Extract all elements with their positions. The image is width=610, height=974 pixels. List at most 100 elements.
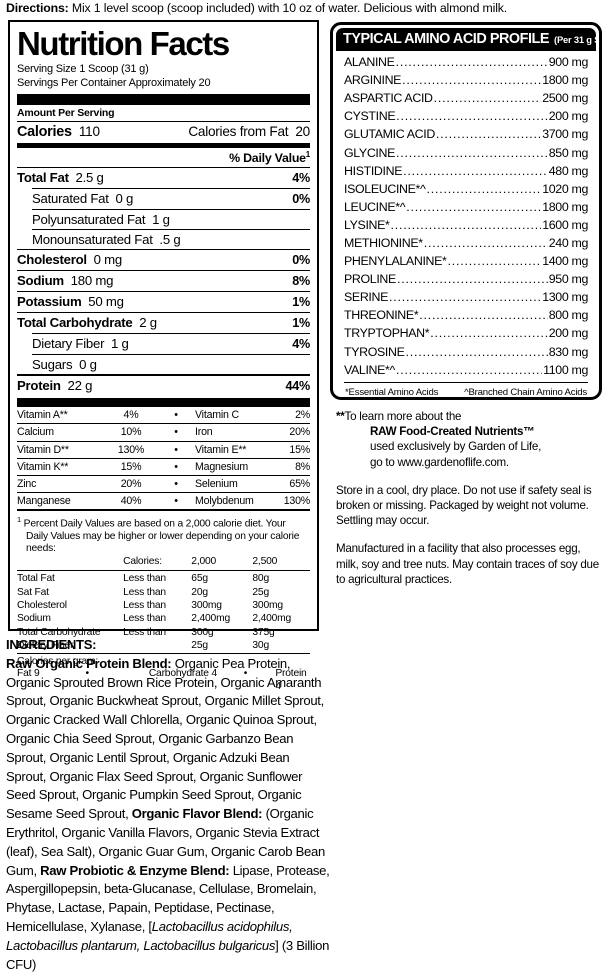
amount-per-serving-label: Amount Per Serving xyxy=(17,107,115,119)
amino-acid-amount: 480 mg xyxy=(548,163,588,178)
amino-acid-name: HISTIDINE xyxy=(344,163,403,178)
amino-acid-amount: 1100 mg xyxy=(543,362,588,377)
nutrient-label: Potassium 50 mg xyxy=(17,294,124,310)
footnote-nutrient: Dietary Fiber xyxy=(17,640,74,652)
vitamin-name-left: Manganese xyxy=(17,495,71,508)
leader-dots: ........................................… xyxy=(389,290,541,305)
divider-hair xyxy=(17,121,310,122)
daily-value-superscript: 1 xyxy=(305,150,310,159)
vitamin-separator-icon: • xyxy=(174,426,178,439)
nutrient-label: Dietary Fiber 1 g xyxy=(32,336,129,352)
leader-dots: ........................................… xyxy=(405,344,548,359)
footnote-value-2000: 2,400mg xyxy=(191,613,230,625)
cpg-fat: Fat 9 xyxy=(17,668,40,680)
amino-acid-amount: 200 mg xyxy=(548,109,588,124)
footnote-qualifier: Less than xyxy=(123,573,166,585)
nutrition-facts-panel: Nutrition Facts Serving Size 1 Scoop (31… xyxy=(8,20,319,692)
amino-acid-amount: 900 mg xyxy=(548,55,588,70)
amino-acid-amount: 1300 mg xyxy=(542,290,588,305)
vitamin-name-right: Molybdenum xyxy=(195,495,254,508)
amino-acid-row: ARGININE................................… xyxy=(344,71,588,89)
vitamin-name-left: Vitamin A** xyxy=(17,409,68,422)
cpg-protein: Protein 4 xyxy=(275,668,307,692)
amino-acid-name: LYSINE* xyxy=(344,217,390,232)
calories-from-fat-value: 20 xyxy=(295,124,310,139)
footnote-nutrient: Sodium xyxy=(17,613,51,625)
vitamin-dv-left: 40% xyxy=(120,495,142,508)
calories-per-gram-values: Fat 9 • Carbohydrate 4 • Protein 4 xyxy=(17,668,310,693)
ingredients-header: INGREDIENTS: xyxy=(6,637,97,652)
raw-nutrients-line3: used exclusively by Garden of Life, xyxy=(370,440,542,454)
nutrient-row: Monounsaturated Fat .5 g xyxy=(17,230,310,249)
divider-footnote-head xyxy=(17,570,310,573)
vitamin-name-left: Vitamin K** xyxy=(17,460,69,473)
probiotic-blend-text: Lipase, Protease, Aspergillopepsin, beta… xyxy=(6,862,330,934)
leader-dots: ........................................… xyxy=(426,181,542,196)
flavor-blend-text: (Organic Erythritol, Organic Vanilla Fla… xyxy=(6,806,325,878)
probiotic-species: Lactobacillus acidophilus, Lactobacillus… xyxy=(6,918,293,953)
nutrient-label: Total Fat 2.5 g xyxy=(17,170,104,186)
raw-nutrients-marker: ** xyxy=(336,410,345,423)
page-title: Nutrition Facts xyxy=(17,25,230,62)
amino-acid-row: ALANINE.................................… xyxy=(344,53,588,71)
vitamin-separator-icon: • xyxy=(174,477,178,490)
footnote-header-row: Calories: 2,000 2,500 xyxy=(17,555,310,570)
nutrient-row: Potassium 50 mg 1% xyxy=(17,292,310,312)
amino-acid-row: GLUTAMIC ACID...........................… xyxy=(344,125,588,143)
amino-acid-name: METHIONINE* xyxy=(344,235,423,250)
footnote-table: Calories: 2,000 2,500 Total Fat Less than 65g… xyxy=(17,555,310,653)
divider-row xyxy=(17,374,310,377)
nutrient-label: Polyunsaturated Fat 1 g xyxy=(32,212,170,228)
footnote-value-2500: 30g xyxy=(252,640,269,652)
footnote-head-calories: Calories: xyxy=(123,555,162,567)
footnote-row: Sat Fat Less than 20g 25g xyxy=(17,586,310,599)
cpg-sep-2: • xyxy=(243,668,248,680)
calories-from-fat: Calories from Fat 20 xyxy=(188,124,310,139)
nutrient-daily-value: 0% xyxy=(292,192,310,207)
raw-nutrients-line1: To learn more about the xyxy=(344,410,462,423)
amino-acid-row: CYSTINE.................................… xyxy=(344,107,588,125)
footnote-text: 1 Percent Daily Values are based on a 2,… xyxy=(17,515,300,555)
amino-acid-row: PROLINE.................................… xyxy=(344,270,588,288)
directions-label: Directions: xyxy=(6,1,69,15)
vitamin-row: Vitamin D** 130% • Vitamin E** 15% xyxy=(17,442,310,459)
nutrient-label: Saturated Fat 0 g xyxy=(32,191,134,207)
amino-acid-row: METHIONINE*.............................… xyxy=(344,234,588,252)
vitamin-dv-left: 20% xyxy=(120,477,142,490)
leader-dots: ........................................… xyxy=(430,326,548,341)
amino-acid-amount: 1600 mg xyxy=(542,217,588,232)
vitamin-name-right: Magnesium xyxy=(195,460,248,473)
nutrient-row: Sodium 180 mg 8% xyxy=(17,271,310,291)
divider-calories-per-gram xyxy=(17,652,310,654)
footnote-row: Cholesterol Less than 300mg 300mg xyxy=(17,599,310,612)
vitamin-name-left: Zinc xyxy=(17,477,37,490)
leader-dots: ........................................… xyxy=(406,199,542,214)
amino-acid-name: SERINE xyxy=(344,290,389,305)
amino-acid-name: THREONINE* xyxy=(344,308,419,323)
footnote-value-2500: 25g xyxy=(252,586,269,598)
amino-acid-footer: *Essential Amino Acids ^Branched Chain A… xyxy=(336,383,596,397)
divider-thick-top xyxy=(17,94,310,105)
vitamin-row: Vitamin K** 15% • Magnesium 8% xyxy=(17,459,310,476)
vitamin-name-left: Calcium xyxy=(17,426,54,439)
amino-acid-name: ASPARTIC ACID xyxy=(344,91,433,106)
amino-acid-name: LEUCINE*^ xyxy=(344,199,406,214)
vitamin-separator-icon: • xyxy=(174,443,178,456)
amino-acid-amount: 800 mg xyxy=(548,308,588,323)
amino-acid-row: TYROSINE................................… xyxy=(344,343,588,361)
vitamin-dv-right: 130% xyxy=(283,495,310,508)
nutrient-daily-value: 0% xyxy=(292,253,310,268)
side-notes: **To learn more about the RAW Food-Creat… xyxy=(336,409,604,600)
vitamin-row: Manganese 40% • Molybdenum 130% xyxy=(17,493,310,509)
amino-acid-row: HISTIDINE...............................… xyxy=(344,162,588,180)
nutrient-rows: Total Fat 2.5 g 4% Saturated Fat 0 g 0% Poly… xyxy=(17,167,310,396)
leader-dots: ........................................… xyxy=(396,145,548,160)
leader-dots: ........................................… xyxy=(396,362,542,377)
probiotic-blend-label: Raw Probiotic & Enzyme Blend: xyxy=(40,862,230,878)
cpg-sep-1: • xyxy=(85,668,90,680)
amino-acid-name: ISOLEUCINE*^ xyxy=(344,181,426,196)
nutrient-daily-value: 4% xyxy=(292,337,310,352)
vitamin-dv-right: 20% xyxy=(289,426,310,439)
nutrient-row: Cholesterol 0 mg 0% xyxy=(17,250,310,270)
leader-dots: ........................................… xyxy=(433,91,542,106)
